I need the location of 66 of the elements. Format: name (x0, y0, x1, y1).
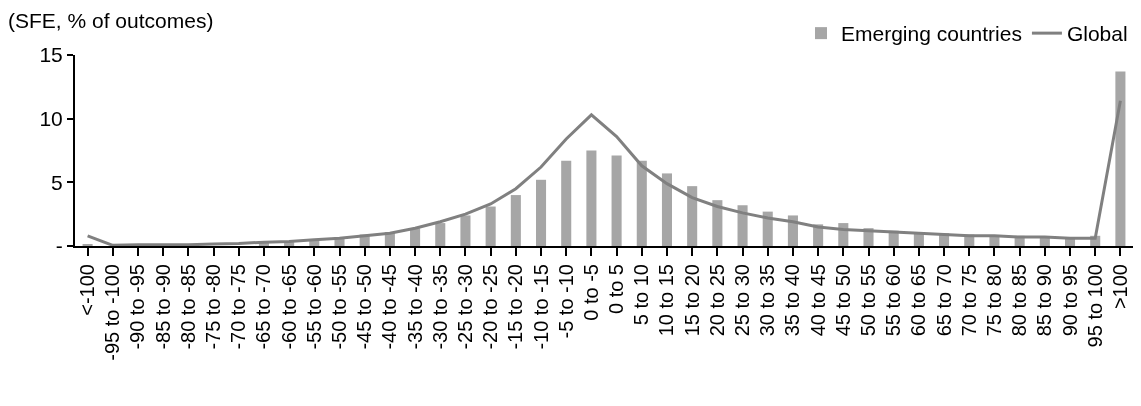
x-tick-label: -65 to -70 (252, 264, 275, 350)
x-tick-label: -35 to -40 (403, 264, 426, 350)
x-tick-label: 55 to 60 (882, 264, 905, 337)
x-tick-label: 35 to 40 (781, 264, 804, 337)
x-tick-label: -15 to -20 (504, 264, 527, 350)
x-tick-label: -60 to -65 (277, 264, 300, 350)
x-tick-label: -75 to -80 (202, 264, 225, 350)
x-tick-label: 85 to 90 (1033, 264, 1056, 337)
x-tick-label: 0 to -5 (579, 264, 602, 321)
x-tick-label: 15 to 20 (680, 264, 703, 337)
bar (435, 223, 446, 246)
bar (586, 150, 597, 246)
x-tick-label: 70 to 75 (957, 264, 980, 337)
bar (510, 195, 521, 246)
legend-label: Global (1066, 22, 1128, 46)
x-tick-label: 80 to 85 (1008, 264, 1031, 337)
x-tick-label: 90 to 95 (1058, 264, 1081, 337)
x-tick-label: 30 to 35 (756, 264, 779, 337)
x-tick-label: -70 to -75 (227, 264, 250, 350)
legend-label: Emerging countries (841, 22, 1022, 46)
x-tick-label: 65 to 70 (932, 264, 955, 337)
y-tick-label: 10 (39, 107, 63, 131)
bar (611, 155, 622, 246)
x-tick-label: 75 to 80 (982, 264, 1005, 337)
x-tick-label: 95 to 100 (1083, 264, 1106, 348)
x-tick-label: 60 to 65 (907, 264, 930, 337)
x-tick-label: -30 to -35 (428, 264, 451, 350)
bar (687, 186, 698, 246)
x-tick-label: 5 to 10 (630, 264, 653, 326)
bar (460, 215, 471, 246)
x-tick-label: <-100 (76, 264, 99, 316)
bar (737, 205, 748, 246)
bar (636, 160, 647, 246)
y-tick-label: - (55, 234, 63, 258)
line-series (86, 99, 1122, 246)
x-tick-label: 25 to 30 (731, 264, 754, 337)
x-tick-label: 20 to 25 (705, 264, 728, 337)
bar (661, 173, 673, 246)
x-tick-label: -40 to -45 (378, 264, 401, 350)
x-tick-label: 0 to 5 (605, 264, 628, 315)
x-tick-label: -45 to -50 (353, 264, 376, 350)
y-tick-label: 15 (39, 43, 63, 67)
x-tick-label: -55 to -60 (302, 264, 325, 350)
x-tick-label: -5 to -10 (554, 264, 577, 339)
x-tick-label: 40 to 45 (806, 264, 829, 337)
x-tick-label: -90 to -95 (126, 264, 149, 350)
y-tick-label: 5 (51, 170, 63, 194)
bar (787, 215, 798, 246)
bar (1115, 71, 1126, 246)
bar (410, 228, 421, 246)
x-tick-label: -85 to -90 (151, 264, 174, 350)
bar (561, 160, 572, 246)
x-tick-label: 10 to 15 (655, 264, 678, 337)
x-tick-label: -50 to -55 (328, 264, 350, 350)
x-tick-label: 50 to 55 (857, 264, 879, 337)
x-tick-label: -20 to -25 (479, 264, 502, 350)
x-tick-label: -25 to -30 (453, 264, 476, 350)
x-tick-label: -10 to -15 (529, 264, 552, 350)
x-tick-label: -95 to -100 (101, 264, 124, 361)
y-axis-title: (SFE, % of outcomes) (8, 9, 214, 32)
x-tick-label: >100 (1108, 264, 1131, 310)
x-tick-label: 45 to 50 (831, 264, 854, 337)
bar (712, 200, 723, 246)
bar (535, 179, 547, 246)
x-tick-label: -80 to -85 (176, 264, 199, 350)
bar (485, 206, 496, 246)
